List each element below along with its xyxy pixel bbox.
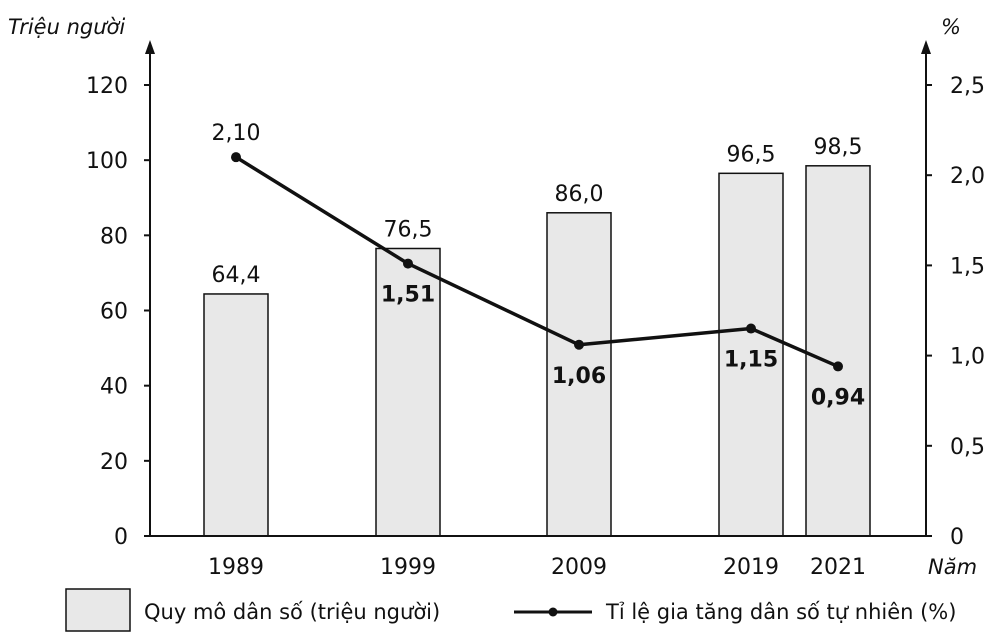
bars-group (203, 165, 871, 537)
bar (546, 212, 612, 537)
left-tick-label: 0 (114, 525, 128, 550)
line-value-label: 1,51 (381, 283, 435, 308)
line-point (231, 152, 241, 163)
bar-value-label: 96,5 (727, 142, 776, 167)
x-tick-label: 2009 (551, 555, 607, 580)
left-tick-label: 80 (100, 224, 128, 249)
line-point (746, 323, 756, 334)
bar-value-label: 64,4 (212, 263, 261, 288)
legend: Quy mô dân số (triệu người) Tỉ lệ gia tă… (65, 588, 956, 632)
right-tick-label: 2,5 (950, 74, 985, 99)
right-y-axis-arrow (921, 40, 931, 54)
line-series-group (231, 152, 843, 372)
right-tick-label: 1,0 (950, 345, 985, 370)
left-tick-label: 20 (100, 450, 128, 475)
left-tick-label: 120 (86, 74, 128, 99)
x-axis-title: Năm (928, 555, 977, 579)
legend-line-marker (548, 607, 558, 617)
right-tick-label: 2,0 (950, 164, 985, 189)
right-tick-label: 1,5 (950, 254, 985, 279)
legend-line-label: Tỉ lệ gia tăng dân số tự nhiên (%) (605, 600, 956, 624)
bar (375, 247, 441, 537)
line-point (403, 258, 413, 269)
left-axis-title: Triệu người (8, 15, 125, 39)
line-value-label: 1,15 (724, 348, 778, 373)
left-tick-label: 100 (86, 149, 128, 174)
right-axis-title: % (941, 15, 961, 39)
axes-group: Triệu người % Năm (8, 15, 977, 579)
right-tick-label: 0 (950, 525, 964, 550)
left-tick-label: 60 (100, 300, 128, 325)
bar (805, 165, 871, 537)
line-value-label: 1,06 (552, 364, 606, 389)
x-tick-label: 2021 (810, 555, 866, 580)
bar (718, 172, 784, 537)
legend-bar-swatch (65, 588, 131, 632)
x-tick-label: 1989 (208, 555, 264, 580)
line-value-label: 0,94 (811, 385, 865, 410)
bar-value-label: 86,0 (555, 182, 604, 207)
right-tick-label: 0,5 (950, 435, 985, 460)
line-point (833, 361, 843, 372)
line-point (574, 339, 584, 350)
bar (203, 293, 269, 537)
bar-value-label: 98,5 (814, 135, 863, 160)
x-tick-label: 1999 (380, 555, 436, 580)
line-value-label: 2,10 (212, 121, 261, 146)
bar-value-label: 76,5 (384, 217, 433, 242)
legend-bar-label: Quy mô dân số (triệu người) (144, 600, 440, 624)
x-tick-label: 2019 (723, 555, 779, 580)
left-y-axis-arrow (145, 40, 155, 54)
left-tick-label: 40 (100, 375, 128, 400)
